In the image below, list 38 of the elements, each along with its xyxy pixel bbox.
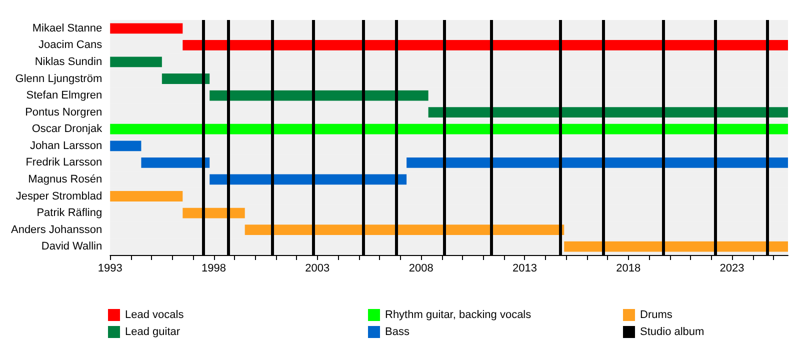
bar	[110, 140, 142, 152]
y-tick-label: Stefan Elmgren	[26, 90, 102, 102]
bar	[110, 191, 183, 202]
y-tick-label: Anders Johansson	[10, 224, 102, 236]
bar	[428, 107, 788, 118]
legend-label: Bass	[385, 326, 410, 338]
x-tick-label: 2018	[616, 262, 641, 274]
x-tick-label: 1998	[202, 262, 226, 274]
y-tick-label: Oscar Dronjak	[32, 123, 103, 136]
bar	[110, 56, 162, 68]
legend-label: Lead vocals	[125, 309, 184, 321]
y-tick-label: Pontus Norgren	[25, 106, 102, 118]
y-tick-label: Patrik Räfling	[36, 207, 102, 220]
y-tick-label: David Wallin	[41, 240, 102, 253]
x-tick-label: 2008	[408, 262, 434, 274]
x-tick-label: 1993	[98, 262, 122, 274]
y-tick-label: Johan Larsson	[30, 140, 102, 152]
x-tick-label: 2023	[720, 262, 744, 274]
bar	[406, 157, 788, 168]
bar	[244, 224, 564, 236]
bar	[141, 157, 210, 168]
legend-label: Rhythm guitar, backing vocals	[385, 309, 532, 321]
bar	[564, 241, 788, 252]
legend-label: Lead guitar	[125, 326, 180, 338]
y-tick-label: Niklas Sundin	[34, 56, 102, 68]
y-tick-label: Fredrik Larsson	[26, 156, 102, 169]
legend-label: Drums	[640, 309, 673, 321]
y-tick-label: Mikael Stanne	[32, 22, 102, 34]
x-tick-label: 2003	[305, 262, 330, 274]
bar	[110, 23, 183, 34]
legend-label: Studio album	[640, 326, 704, 338]
bar	[210, 90, 428, 101]
y-tick-label: Jesper Stromblad	[16, 190, 102, 202]
bar	[162, 74, 210, 84]
y-tick-label: Glenn Ljungström	[15, 72, 102, 85]
y-tick-label: Joacim Cans	[38, 39, 103, 52]
y-tick-label: Magnus Rosén	[28, 173, 102, 186]
x-tick-label: 2013	[512, 262, 537, 274]
